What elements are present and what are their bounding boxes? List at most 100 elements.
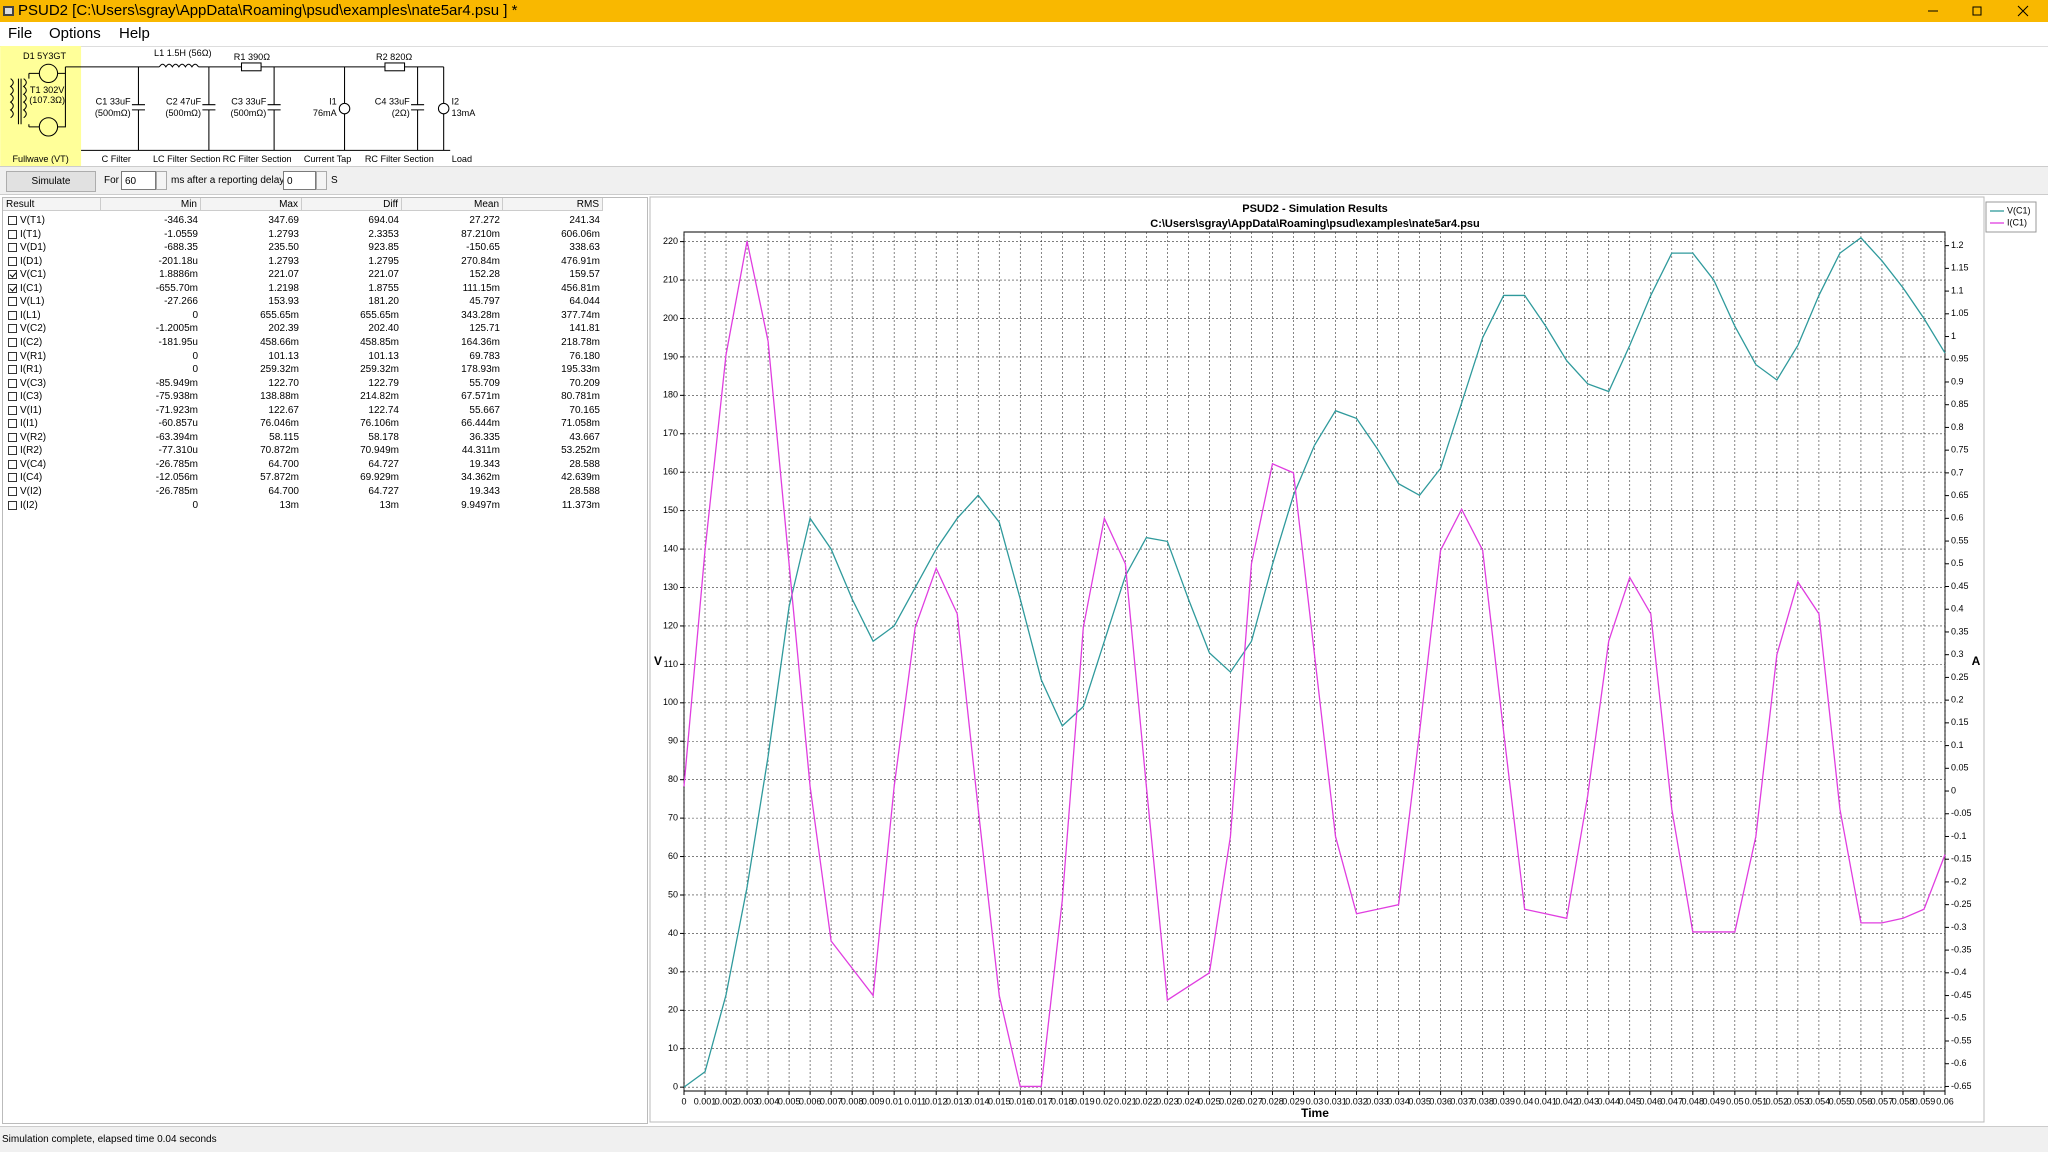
label: ms (171, 175, 185, 186)
table-cell: 178.93m (461, 364, 500, 376)
simulate-button[interactable]: Simulate (6, 171, 96, 192)
column-header[interactable]: Max (201, 198, 302, 211)
table-cell: 122.70 (268, 377, 299, 389)
checkbox[interactable] (8, 473, 17, 483)
delay-input[interactable]: 0 (283, 171, 316, 190)
restore[interactable] (1972, 6, 1982, 16)
menu-item[interactable]: Options (49, 25, 101, 42)
x-tick-label: 0.028 (1261, 1096, 1284, 1106)
label: 76mA (313, 108, 338, 118)
y2-tick-label: -0.6 (1951, 1058, 1967, 1068)
checkbox[interactable] (8, 270, 17, 280)
x-tick-label: 0.017 (1030, 1096, 1053, 1106)
table-cell: 241.34 (569, 215, 600, 226)
y-tick-label: 120 (663, 620, 678, 630)
table-cell: I(D1) (20, 255, 43, 267)
y-tick-label: 30 (668, 966, 678, 976)
checkbox[interactable] (8, 487, 17, 496)
checkbox[interactable] (8, 229, 17, 239)
schematic[interactable]: D1 5Y3GT T1 302V (107.3Ω) L1 1.5H (56Ω) … (0, 46, 483, 166)
table-cell: I(C1) (20, 282, 43, 294)
table-cell: 71.058m (561, 418, 600, 430)
y-tick-label: 150 (663, 505, 678, 515)
x-tick-label: 0.009 (862, 1096, 885, 1106)
section-label: RC Filter Section (365, 154, 434, 164)
table-cell: 125.71 (469, 323, 500, 335)
table-cell: 28.588 (569, 458, 600, 470)
x-tick-label: 0.052 (1766, 1096, 1789, 1106)
x-tick-label: 0.014 (967, 1096, 990, 1106)
spinner[interactable] (156, 171, 167, 190)
column-header[interactable]: RMS (503, 198, 603, 211)
checkbox[interactable] (8, 216, 17, 225)
y-tick-label: 220 (663, 236, 678, 246)
checkbox[interactable] (8, 365, 17, 375)
table-cell: 69.783 (469, 350, 500, 362)
table-cell: 694.04 (368, 215, 399, 226)
column-header[interactable]: Diff (302, 198, 402, 211)
checkbox[interactable] (8, 337, 17, 347)
window-controls[interactable] (1900, 0, 2048, 22)
menu-item[interactable]: File (8, 25, 33, 42)
checkbox[interactable] (8, 310, 17, 320)
y2-tick-label: 0.1 (1951, 740, 1964, 750)
duration-input[interactable]: 60 (121, 171, 156, 190)
column-header[interactable]: Min (101, 198, 201, 211)
table-cell: I(R1) (20, 364, 43, 376)
checkbox[interactable] (8, 351, 17, 361)
y-tick-label: 140 (663, 543, 678, 553)
table-cell: 70.209 (569, 377, 600, 389)
table-cell: -688.35 (164, 242, 198, 254)
x-tick-label: 0.04 (1516, 1096, 1534, 1106)
rectifier-block[interactable] (0, 46, 82, 166)
x-tick-label: 0.03 (1306, 1096, 1324, 1106)
table-cell: I(C3) (20, 391, 43, 403)
table-cell: 13m (379, 499, 399, 511)
checkbox[interactable] (8, 297, 17, 307)
checkbox[interactable] (8, 392, 17, 402)
y-tick-label: 190 (663, 351, 678, 361)
table-cell: 153.93 (268, 296, 299, 308)
table-cell: 70.872m (260, 445, 299, 457)
label: I2 (452, 96, 460, 106)
control-bar: Simulate For 60 ms after a reporting del… (0, 166, 2048, 195)
table-cell: 66.444m (461, 418, 500, 430)
y2-tick-label: -0.15 (1951, 854, 1972, 864)
checkbox[interactable] (8, 500, 17, 510)
checkbox[interactable] (8, 243, 17, 253)
y2-tick-label: 0.35 (1951, 626, 1969, 636)
x-tick-label: 0.012 (925, 1096, 948, 1106)
checkbox[interactable] (8, 432, 17, 442)
results-table: Result Min Max Diff Mean RMS V(T1) -346.34 347.6… (2, 197, 648, 1124)
checkbox[interactable] (8, 419, 17, 429)
legend (1985, 201, 2037, 233)
y2-tick-label: 1.1 (1951, 285, 1964, 295)
table-cell: 55.667 (469, 404, 500, 416)
checkbox[interactable] (8, 324, 17, 334)
x-tick-label: 0.01 (885, 1096, 903, 1106)
y-tick-label: 0 (673, 1082, 678, 1092)
y2-tick-label: 1.2 (1951, 240, 1964, 250)
checkbox[interactable] (8, 283, 17, 293)
x-tick-label: 0.004 (757, 1096, 780, 1106)
x-tick-label: 0.006 (799, 1096, 822, 1106)
y2-tick-label: 0.8 (1951, 422, 1964, 432)
x-tick-label: 0.053 (1787, 1096, 1810, 1106)
table-cell: 64.044 (569, 296, 600, 308)
menu-item[interactable]: Help (119, 25, 150, 42)
table-cell: 259.32m (360, 364, 399, 376)
checkbox[interactable] (8, 256, 17, 266)
column-header[interactable]: Result (3, 198, 101, 211)
checkbox[interactable] (8, 446, 17, 456)
table-cell: 456.81m (561, 282, 600, 294)
x-tick-label: 0.005 (778, 1096, 801, 1106)
close[interactable] (2017, 5, 2029, 17)
spinner[interactable] (316, 171, 327, 190)
column-header[interactable]: Mean (402, 198, 503, 211)
checkbox[interactable] (8, 459, 17, 469)
checkbox[interactable] (8, 378, 17, 388)
y-tick-label: 90 (668, 736, 678, 746)
table-cell: 76.046m (260, 418, 299, 430)
x-tick-label: 0.057 (1871, 1096, 1894, 1106)
checkbox[interactable] (8, 405, 17, 415)
